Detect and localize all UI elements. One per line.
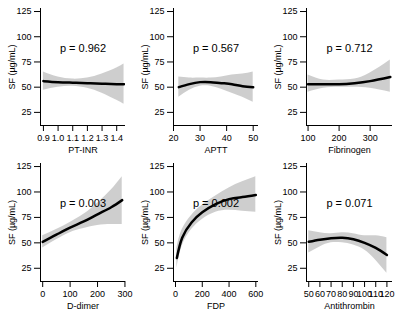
svg-text:50: 50 [287, 238, 297, 248]
svg-text:APTT: APTT [204, 145, 228, 155]
svg-text:125: 125 [149, 6, 164, 16]
svg-text:50: 50 [21, 82, 31, 92]
svg-text:25: 25 [21, 107, 31, 117]
svg-text:120: 120 [379, 289, 394, 299]
svg-text:20: 20 [168, 133, 178, 143]
svg-text:400: 400 [222, 289, 237, 299]
svg-text:25: 25 [287, 107, 297, 117]
svg-text:1.2: 1.2 [81, 133, 94, 143]
svg-text:25: 25 [287, 263, 297, 273]
svg-text:25: 25 [21, 263, 31, 273]
svg-text:125: 125 [282, 161, 297, 171]
svg-text:50: 50 [154, 82, 164, 92]
svg-text:p = 0.567: p = 0.567 [193, 42, 239, 54]
svg-text:PT-INR: PT-INR [68, 145, 98, 155]
svg-text:100: 100 [16, 187, 31, 197]
svg-text:100: 100 [149, 32, 164, 42]
svg-text:50: 50 [248, 133, 258, 143]
svg-text:100: 100 [282, 187, 297, 197]
svg-text:50: 50 [304, 289, 314, 299]
svg-text:D-dimer: D-dimer [67, 301, 99, 311]
svg-text:50: 50 [287, 82, 297, 92]
svg-text:SF (µg/mL): SF (µg/mL) [273, 44, 283, 89]
svg-text:75: 75 [21, 57, 31, 67]
svg-text:75: 75 [287, 57, 297, 67]
svg-text:1.3: 1.3 [96, 133, 109, 143]
svg-text:p = 0.962: p = 0.962 [60, 42, 106, 54]
svg-text:Antithrombin: Antithrombin [324, 301, 375, 311]
svg-text:50: 50 [154, 238, 164, 248]
svg-text:0: 0 [173, 289, 178, 299]
svg-text:Fibrinogen: Fibrinogen [328, 145, 371, 155]
svg-text:200: 200 [195, 289, 210, 299]
svg-text:100: 100 [16, 32, 31, 42]
svg-text:125: 125 [16, 6, 31, 16]
svg-text:0.9: 0.9 [37, 133, 50, 143]
svg-text:125: 125 [149, 161, 164, 171]
svg-text:75: 75 [154, 212, 164, 222]
svg-text:100: 100 [301, 133, 316, 143]
svg-text:1.1: 1.1 [66, 133, 79, 143]
svg-text:75: 75 [154, 57, 164, 67]
svg-text:100: 100 [282, 32, 297, 42]
svg-text:SF (µg/mL): SF (µg/mL) [273, 200, 283, 245]
svg-text:40: 40 [222, 133, 232, 143]
svg-text:FDP: FDP [207, 301, 225, 311]
svg-text:p = 0.712: p = 0.712 [326, 42, 372, 54]
svg-text:50: 50 [21, 238, 31, 248]
svg-text:80: 80 [337, 289, 347, 299]
svg-text:p = 0.002: p = 0.002 [193, 197, 239, 209]
svg-text:125: 125 [16, 161, 31, 171]
svg-text:75: 75 [287, 212, 297, 222]
svg-text:60: 60 [315, 289, 325, 299]
svg-text:SF (µg/mL): SF (µg/mL) [7, 200, 17, 245]
svg-text:SF (µg/mL): SF (µg/mL) [140, 200, 150, 245]
svg-text:SF (µg/mL): SF (µg/mL) [7, 44, 17, 89]
svg-text:600: 600 [248, 289, 263, 299]
svg-text:100: 100 [63, 289, 78, 299]
svg-text:p = 0.003: p = 0.003 [60, 197, 106, 209]
svg-text:1.0: 1.0 [52, 133, 65, 143]
svg-text:25: 25 [154, 107, 164, 117]
svg-text:1.4: 1.4 [110, 133, 123, 143]
svg-text:200: 200 [332, 133, 347, 143]
svg-text:0: 0 [40, 289, 45, 299]
svg-text:30: 30 [195, 133, 205, 143]
svg-text:25: 25 [154, 263, 164, 273]
svg-text:125: 125 [282, 6, 297, 16]
svg-text:75: 75 [21, 212, 31, 222]
svg-text:70: 70 [326, 289, 336, 299]
svg-text:300: 300 [363, 133, 378, 143]
svg-text:200: 200 [90, 289, 105, 299]
svg-text:p = 0.071: p = 0.071 [326, 197, 372, 209]
svg-text:SF (µg/mL): SF (µg/mL) [140, 44, 150, 89]
svg-text:300: 300 [117, 289, 132, 299]
svg-text:100: 100 [149, 187, 164, 197]
